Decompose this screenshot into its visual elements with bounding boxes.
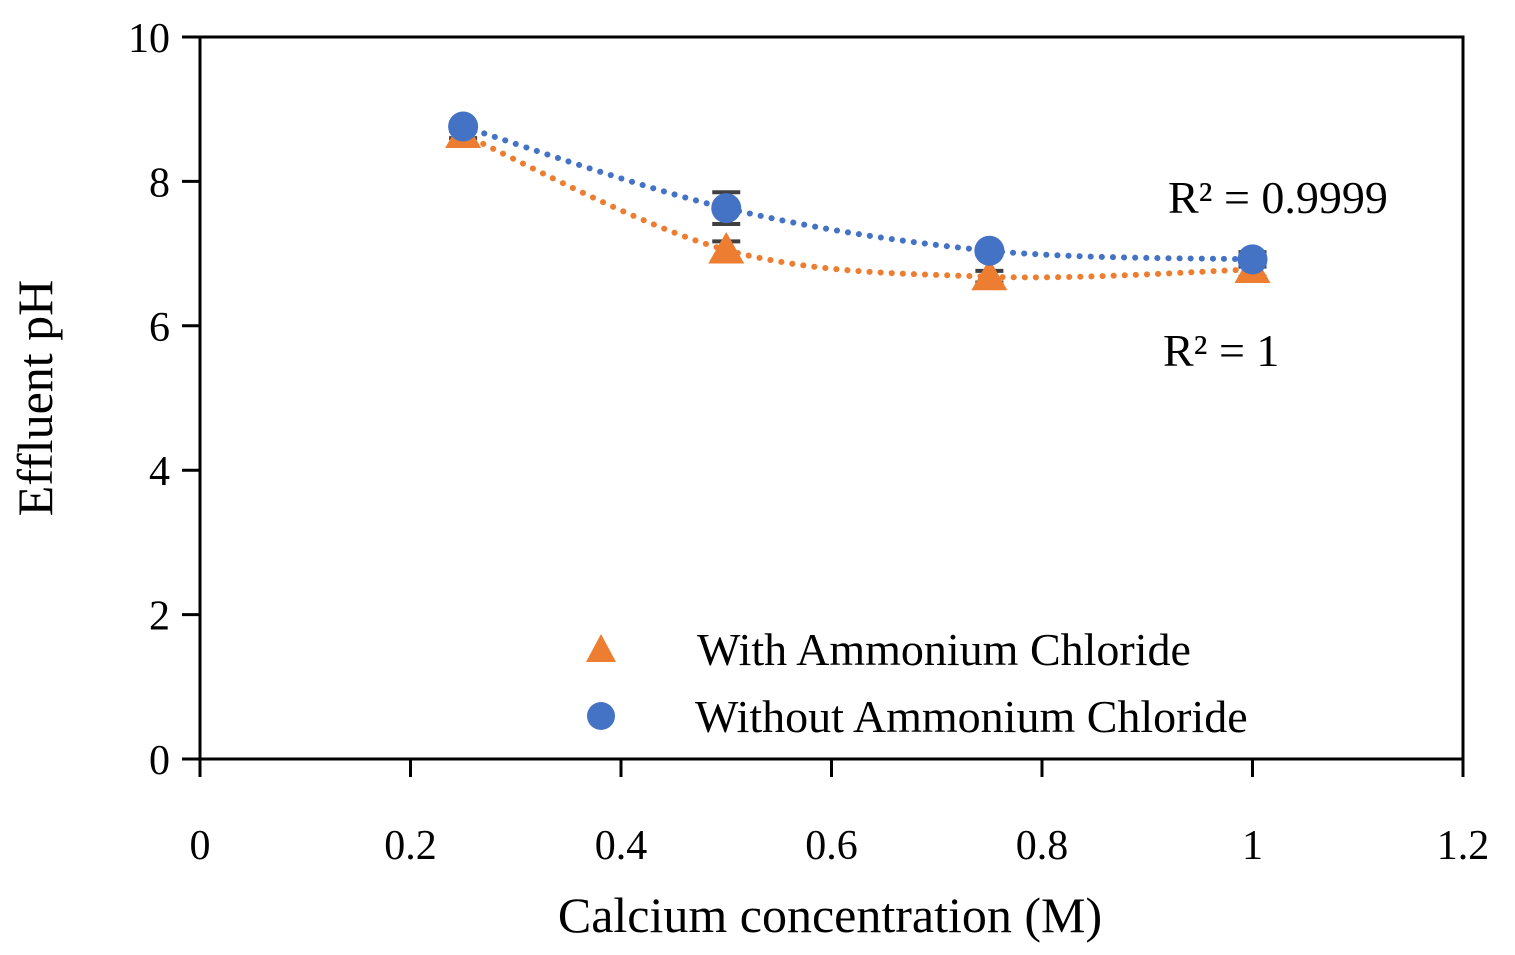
data-point-without-ammonium-chloride — [448, 111, 479, 142]
r-squared-without-ammonium-chloride: R² = 0.9999 — [1168, 172, 1388, 223]
trendlines — [460, 123, 1256, 281]
data-points — [445, 111, 1271, 291]
data-point-with-ammonium-chloride — [708, 231, 745, 264]
r-squared-with-ammonium-chloride: R² = 1 — [1163, 325, 1279, 376]
data-point-without-ammonium-chloride — [1237, 244, 1268, 275]
y-axis-tick-label: 0 — [149, 738, 170, 784]
y-axis-title: Effluent pH — [7, 280, 63, 517]
legend-circle-marker — [587, 702, 615, 730]
axes: 0 2 4 6 8 10 0 0.2 0.4 0.6 0.8 1 1.2 — [128, 16, 1489, 869]
x-axis-tick-label: 0.2 — [384, 823, 437, 869]
data-point-without-ammonium-chloride — [711, 193, 742, 224]
x-axis-tick-label: 0.6 — [805, 823, 858, 869]
x-axis-title: Calcium concentration (M) — [558, 887, 1102, 943]
x-axis-tick-label: 0 — [190, 823, 211, 869]
y-axis-tick-label: 4 — [149, 449, 170, 495]
legend-label-without-ammonium-chloride: Without Ammonium Chloride — [695, 691, 1248, 742]
trendline-with-ammonium-chloride — [460, 131, 1256, 281]
y-axis-tick-label: 8 — [149, 160, 170, 206]
y-axis-tick-label: 6 — [149, 305, 170, 351]
trendline-without-ammonium-chloride — [460, 123, 1256, 263]
data-point-without-ammonium-chloride — [974, 235, 1005, 266]
data-point-with-ammonium-chloride — [971, 258, 1008, 291]
legend-triangle-marker — [586, 634, 616, 662]
legend-label-with-ammonium-chloride: With Ammonium Chloride — [697, 624, 1191, 675]
x-axis-tick-label: 1.2 — [1437, 823, 1490, 869]
y-axis-tick-label: 2 — [149, 594, 170, 640]
x-axis-tick-label: 1 — [1242, 823, 1263, 869]
legend: With Ammonium Chloride Without Ammonium … — [586, 624, 1248, 742]
x-axis-tick-label: 0.8 — [1016, 823, 1069, 869]
y-axis-tick-label: 10 — [128, 16, 170, 62]
x-axis-tick-label: 0.4 — [595, 823, 648, 869]
